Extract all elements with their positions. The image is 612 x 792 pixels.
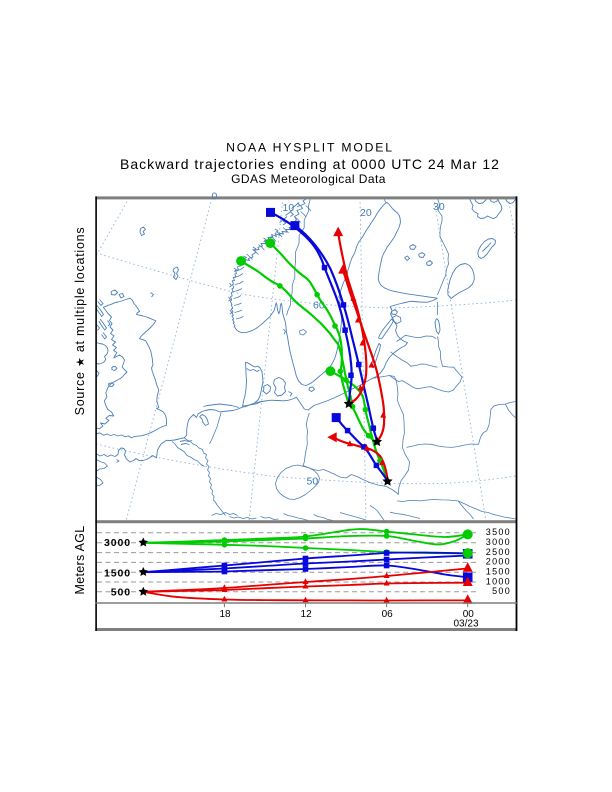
svg-text:Meters AGL: Meters AGL <box>73 526 87 595</box>
svg-text:NOAA HYSPLIT MODEL: NOAA HYSPLIT MODEL <box>226 141 394 155</box>
svg-text:10: 10 <box>283 202 295 214</box>
svg-text:06: 06 <box>382 609 394 620</box>
svg-text:3000: 3000 <box>104 537 131 549</box>
svg-text:3000: 3000 <box>486 537 511 547</box>
svg-text:12: 12 <box>301 609 313 620</box>
svg-text:Source ★ at multiple locations: Source ★ at multiple locations <box>73 227 87 416</box>
svg-text:3500: 3500 <box>486 527 511 537</box>
svg-text:18: 18 <box>219 609 231 620</box>
svg-text:500: 500 <box>111 586 131 598</box>
svg-text:50: 50 <box>307 476 319 488</box>
svg-text:2500: 2500 <box>486 547 511 557</box>
svg-text:20: 20 <box>360 207 372 219</box>
svg-text:0: 0 <box>212 190 218 202</box>
svg-text:500: 500 <box>492 586 511 596</box>
svg-text:1500: 1500 <box>104 567 131 579</box>
svg-text:GDAS Meteorological Data: GDAS Meteorological Data <box>231 172 386 186</box>
svg-text:60: 60 <box>313 299 325 311</box>
svg-text:03/23: 03/23 <box>453 618 478 629</box>
svg-text:1000: 1000 <box>486 576 511 586</box>
svg-text:00: 00 <box>463 609 475 620</box>
svg-text:1500: 1500 <box>486 567 511 577</box>
svg-text:2000: 2000 <box>486 557 511 567</box>
svg-text:Backward trajectories ending a: Backward trajectories ending at 0000 UTC… <box>120 156 500 172</box>
